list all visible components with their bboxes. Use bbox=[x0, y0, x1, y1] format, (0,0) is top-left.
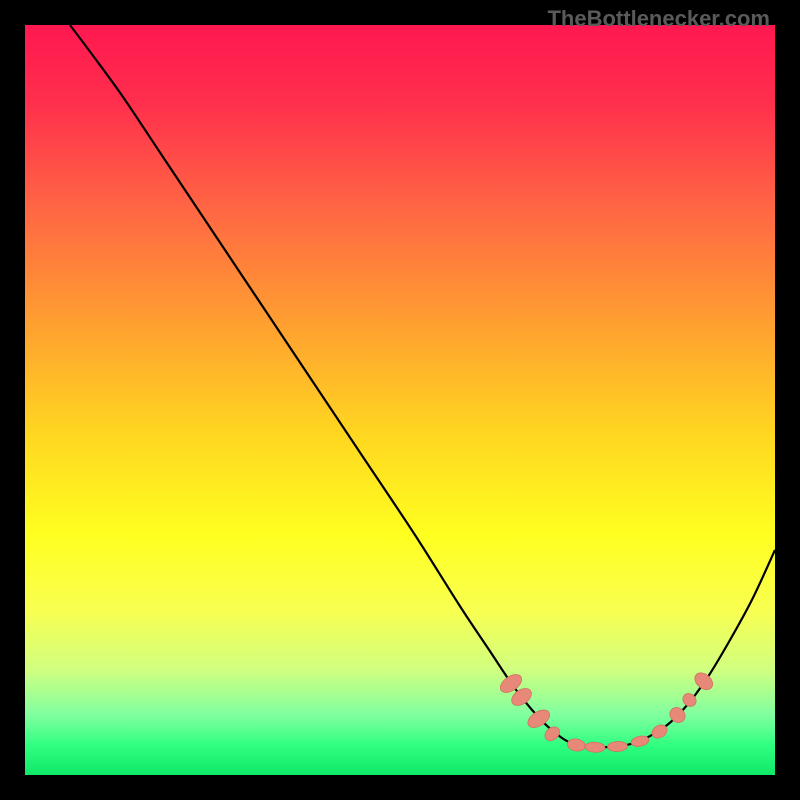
bottleneck-curve bbox=[70, 25, 775, 747]
curve-markers bbox=[497, 669, 716, 752]
curve-marker bbox=[585, 742, 605, 753]
curve-marker bbox=[566, 738, 586, 753]
curve-marker bbox=[542, 724, 562, 743]
chart-plot-area bbox=[25, 25, 775, 775]
watermark-text: TheBottlenecker.com bbox=[547, 6, 770, 32]
curve-marker bbox=[607, 741, 627, 752]
curve-marker bbox=[692, 669, 716, 693]
chart-curve-layer bbox=[25, 25, 775, 775]
